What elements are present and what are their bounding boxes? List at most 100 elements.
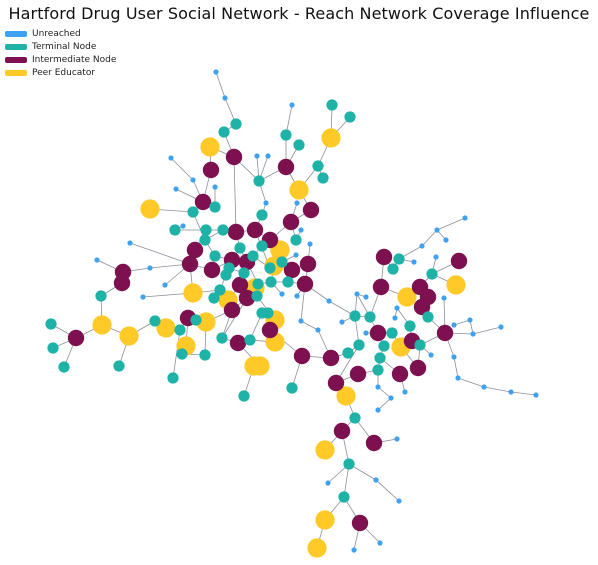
network-edge xyxy=(472,326,502,335)
node-intermediate xyxy=(413,298,431,316)
legend-swatch-peer xyxy=(5,69,27,76)
node-unreached xyxy=(375,384,381,390)
legend-swatch-intermediate xyxy=(5,56,27,63)
node-intermediate xyxy=(229,334,247,352)
legend-item-terminal: Terminal Node xyxy=(5,40,116,53)
node-terminal xyxy=(414,339,426,351)
node-terminal xyxy=(265,276,277,288)
node-intermediate xyxy=(202,161,220,179)
node-peer xyxy=(315,510,335,530)
node-peer xyxy=(336,386,356,406)
node-peer xyxy=(250,356,270,376)
node-unreached xyxy=(315,327,321,333)
node-intermediate xyxy=(333,422,351,440)
node-terminal xyxy=(262,307,274,319)
node-unreached xyxy=(373,477,379,483)
node-peer xyxy=(307,538,327,558)
node-terminal xyxy=(256,240,268,252)
node-intermediate xyxy=(113,274,131,292)
node-terminal xyxy=(393,253,405,265)
node-unreached xyxy=(354,291,360,297)
node-terminal xyxy=(149,315,161,327)
node-peer xyxy=(289,180,309,200)
node-unreached xyxy=(168,155,174,161)
network-edge xyxy=(233,156,237,233)
node-unreached xyxy=(351,547,357,553)
node-terminal xyxy=(234,242,246,254)
node-terminal xyxy=(353,339,365,351)
node-terminal xyxy=(244,334,256,346)
node-unreached xyxy=(402,389,408,395)
network-edge xyxy=(421,229,438,247)
node-unreached xyxy=(462,215,468,221)
node-peer xyxy=(321,128,341,148)
node-terminal xyxy=(286,382,298,394)
node-intermediate xyxy=(67,329,85,347)
node-intermediate xyxy=(296,275,314,293)
node-intermediate xyxy=(231,276,249,294)
node-unreached xyxy=(388,395,394,401)
legend-label-intermediate: Intermediate Node xyxy=(32,54,117,65)
node-intermediate xyxy=(186,241,204,259)
node-terminal xyxy=(338,491,350,503)
node-terminal xyxy=(342,347,354,359)
node-unreached xyxy=(363,294,369,300)
node-terminal xyxy=(386,327,398,339)
node-unreached xyxy=(481,384,487,390)
node-unreached xyxy=(498,324,504,330)
edges xyxy=(50,71,537,551)
node-intermediate xyxy=(293,347,311,365)
nodes xyxy=(45,69,539,558)
node-terminal xyxy=(253,175,265,187)
node-terminal xyxy=(113,360,125,372)
node-terminal xyxy=(190,314,202,326)
node-terminal xyxy=(176,348,188,360)
node-unreached xyxy=(441,295,447,301)
node-unreached xyxy=(377,540,383,546)
node-terminal xyxy=(387,263,399,275)
node-intermediate xyxy=(261,321,279,339)
node-peer xyxy=(92,315,112,335)
node-unreached xyxy=(94,257,100,263)
node-intermediate xyxy=(299,255,317,273)
node-peer xyxy=(200,137,220,157)
node-terminal xyxy=(349,310,361,322)
legend-swatch-terminal xyxy=(5,43,27,50)
node-intermediate xyxy=(391,365,409,383)
node-intermediate xyxy=(194,193,212,211)
node-terminal xyxy=(216,332,228,344)
node-terminal xyxy=(45,318,57,330)
node-terminal xyxy=(326,99,338,111)
node-intermediate xyxy=(436,324,454,342)
node-unreached xyxy=(375,407,381,413)
node-terminal xyxy=(167,372,179,384)
node-terminal xyxy=(47,342,59,354)
node-terminal xyxy=(344,111,356,123)
node-unreached xyxy=(212,184,218,190)
node-unreached xyxy=(213,69,219,75)
node-intermediate xyxy=(372,278,390,296)
node-peer xyxy=(315,440,335,460)
legend-label-terminal: Terminal Node xyxy=(32,41,97,52)
node-unreached xyxy=(392,315,398,321)
node-unreached xyxy=(127,240,133,246)
node-unreached xyxy=(411,259,417,265)
node-unreached xyxy=(394,436,400,442)
network-edge xyxy=(377,386,392,399)
legend-item-peer: Peer Educator xyxy=(5,66,116,79)
node-intermediate xyxy=(365,434,383,452)
node-terminal xyxy=(312,160,324,172)
node-unreached xyxy=(254,153,260,159)
network-edge xyxy=(483,386,512,393)
node-peer xyxy=(183,283,203,303)
node-unreached xyxy=(162,282,168,288)
network-edge xyxy=(375,479,400,502)
network-edge xyxy=(300,320,319,331)
node-unreached xyxy=(326,298,332,304)
node-terminal xyxy=(218,126,230,138)
node-intermediate xyxy=(203,261,221,279)
node-unreached xyxy=(307,241,313,247)
node-intermediate xyxy=(225,148,243,166)
node-terminal xyxy=(217,224,229,236)
